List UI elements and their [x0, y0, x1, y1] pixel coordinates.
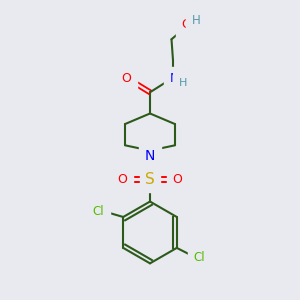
Text: Cl: Cl — [194, 251, 205, 264]
Text: N: N — [169, 72, 179, 85]
Text: H: H — [179, 79, 187, 88]
Text: O: O — [173, 173, 183, 186]
Text: N: N — [145, 149, 155, 163]
Text: H: H — [192, 14, 200, 27]
Text: Cl: Cl — [93, 205, 104, 218]
Text: O: O — [117, 173, 127, 186]
Text: O: O — [122, 72, 131, 85]
Text: S: S — [145, 172, 155, 187]
Text: O: O — [181, 18, 191, 31]
